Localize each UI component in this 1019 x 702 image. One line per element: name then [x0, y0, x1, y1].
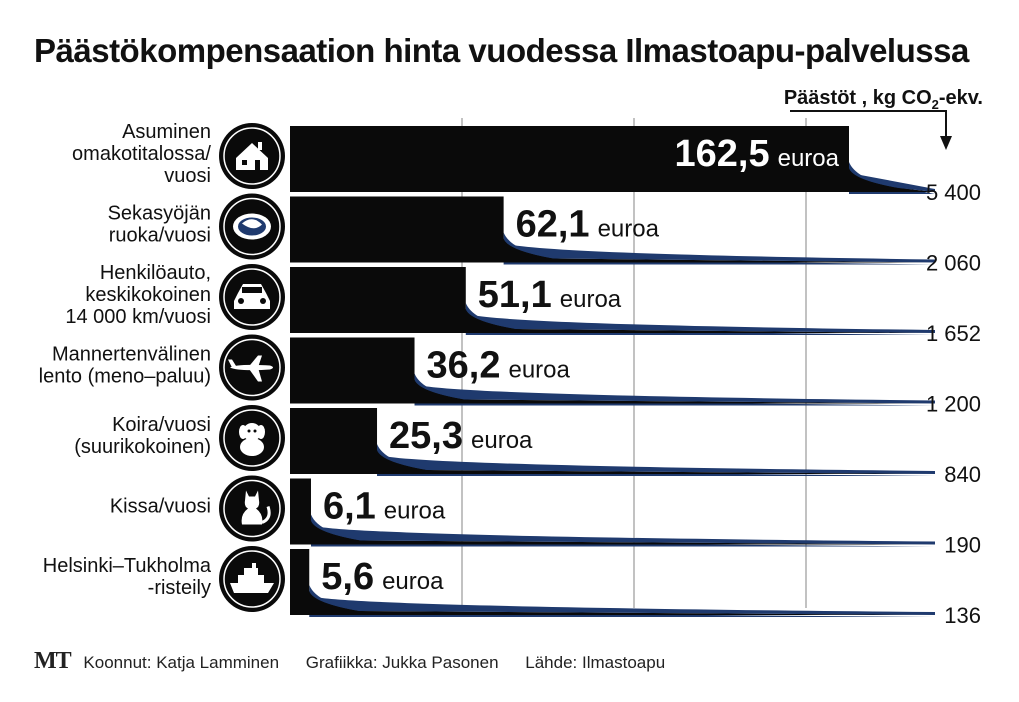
- data-source: Lähde: Ilmastoapu: [525, 653, 666, 672]
- car-icon: [219, 264, 285, 330]
- emissions-value: 5 400: [926, 180, 981, 205]
- bar-tail-edge: [310, 520, 935, 545]
- bar-tail-edge: [414, 379, 935, 404]
- emissions-value: 1 200: [926, 392, 981, 417]
- emissions-value: 136: [944, 603, 981, 628]
- emissions-axis-label: Päästöt , kg CO2-ekv.: [784, 87, 983, 112]
- graphics-by: Grafiikka: Jukka Pasonen: [305, 653, 499, 672]
- category-label: lento (meno–paluu): [39, 366, 211, 388]
- category-label: Mannertenvälinen: [52, 344, 211, 366]
- airplane-icon: [219, 334, 285, 401]
- value-label: 162,5 euroa: [675, 133, 840, 175]
- emissions-value: 1 652: [926, 321, 981, 346]
- bar: [290, 267, 935, 333]
- value-number: 36,2: [427, 345, 501, 387]
- category-label: vuosi: [164, 165, 211, 187]
- emissions-value: 2 060: [926, 251, 981, 276]
- emissions-value: 190: [944, 533, 981, 558]
- emissions-value: 840: [944, 462, 981, 487]
- bar: [290, 126, 935, 192]
- food-plate-icon: [219, 193, 285, 260]
- house-icon: [219, 123, 285, 189]
- category-label: Sekasyöjän: [108, 203, 211, 225]
- compiled-by: Koonnut: Katja Lamminen: [83, 653, 280, 672]
- value-number: 51,1: [478, 274, 552, 316]
- category-label: Asuminen: [122, 121, 211, 143]
- emissions-label-prefix: Päästöt , kg CO: [783, 87, 932, 109]
- bar-tail-edge: [465, 309, 935, 333]
- dog-icon: [219, 405, 285, 471]
- value-label: 36,2 euroa: [427, 345, 571, 387]
- category-label: Koira/vuosi: [112, 414, 211, 436]
- category-label: keskikokoinen: [85, 284, 211, 306]
- category-label: -risteily: [148, 577, 211, 599]
- category-label: Henkilöauto,: [100, 262, 211, 284]
- value-label: 51,1 euroa: [478, 274, 622, 316]
- bar-tail-edge: [309, 591, 935, 615]
- bar-tail-edge: [503, 238, 935, 263]
- value-unit: euroa: [560, 286, 622, 313]
- value-number: 5,6: [321, 556, 374, 598]
- value-unit: euroa: [382, 568, 444, 595]
- category-label: Helsinki–Tukholma: [43, 555, 212, 577]
- value-label: 62,1 euroa: [516, 204, 660, 246]
- category-label: 14 000 km/vuosi: [65, 306, 211, 328]
- value-unit: euroa: [508, 357, 570, 384]
- bar: [290, 408, 935, 474]
- category-label: (suurikokoinen): [74, 436, 211, 458]
- category-label: Kissa/vuosi: [110, 496, 211, 518]
- credits-footer: MT Koonnut: Katja Lamminen Grafiikka: Ju…: [34, 648, 687, 675]
- value-label: 6,1 euroa: [323, 486, 446, 528]
- chart-title: Päästökompensaation hinta vuodessa Ilmas…: [34, 32, 969, 69]
- value-label: 25,3 euroa: [389, 415, 533, 457]
- emissions-label-suffix: -ekv.: [938, 87, 983, 109]
- bar-tail-edge: [377, 450, 936, 474]
- value-number: 25,3: [389, 415, 463, 457]
- value-unit: euroa: [471, 427, 533, 454]
- value-number: 62,1: [516, 204, 590, 246]
- value-unit: euroa: [778, 145, 840, 172]
- value-unit: euroa: [598, 216, 660, 243]
- bar: [290, 337, 935, 404]
- category-label: ruoka/vuosi: [109, 225, 211, 247]
- category-label: omakotitalossa/: [72, 143, 211, 165]
- bar: [290, 196, 935, 263]
- value-unit: euroa: [384, 498, 446, 525]
- bar-tail-edge: [849, 168, 935, 192]
- emissions-arrow-head: [940, 136, 952, 150]
- value-number: 6,1: [323, 486, 376, 528]
- publication-logo: MT: [34, 648, 72, 674]
- value-number: 162,5: [675, 133, 770, 175]
- value-label: 5,6 euroa: [321, 556, 444, 598]
- emissions-label-subscript: 2: [931, 97, 939, 112]
- ship-icon: [219, 546, 285, 612]
- emissions-arrow-line: [790, 110, 947, 138]
- cat-icon: [219, 475, 285, 542]
